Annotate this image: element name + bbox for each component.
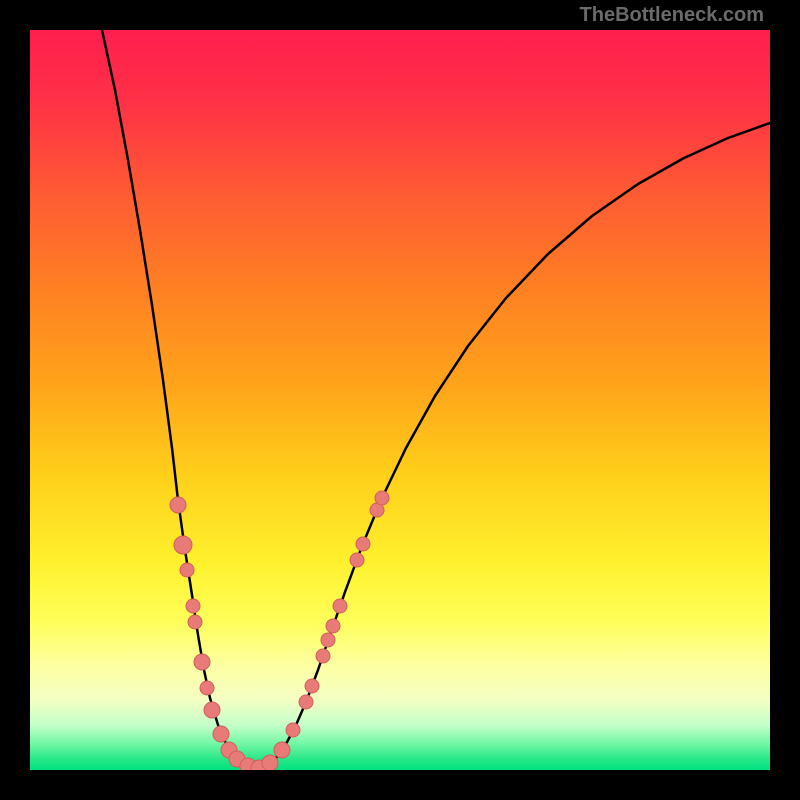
marker-point — [194, 654, 210, 670]
marker-point — [305, 679, 319, 693]
marker-point — [321, 633, 335, 647]
marker-point — [356, 537, 370, 551]
marker-point — [200, 681, 214, 695]
v-curve — [30, 30, 770, 770]
marker-point — [170, 497, 186, 513]
marker-point — [186, 599, 200, 613]
watermark-text: TheBottleneck.com — [580, 4, 764, 27]
marker-point — [180, 563, 194, 577]
marker-point — [333, 599, 347, 613]
curve-markers — [170, 491, 389, 770]
marker-point — [174, 536, 192, 554]
marker-point — [274, 742, 290, 758]
marker-point — [350, 553, 364, 567]
chart-frame: TheBottleneck.com — [0, 0, 800, 800]
marker-point — [326, 619, 340, 633]
marker-point — [188, 615, 202, 629]
marker-point — [375, 491, 389, 505]
curve-right-branch — [256, 123, 770, 769]
marker-point — [213, 726, 229, 742]
plot-area — [30, 30, 770, 770]
marker-point — [204, 702, 220, 718]
marker-point — [316, 649, 330, 663]
curve-left-branch — [102, 30, 256, 769]
marker-point — [286, 723, 300, 737]
marker-point — [299, 695, 313, 709]
marker-point — [262, 755, 278, 770]
